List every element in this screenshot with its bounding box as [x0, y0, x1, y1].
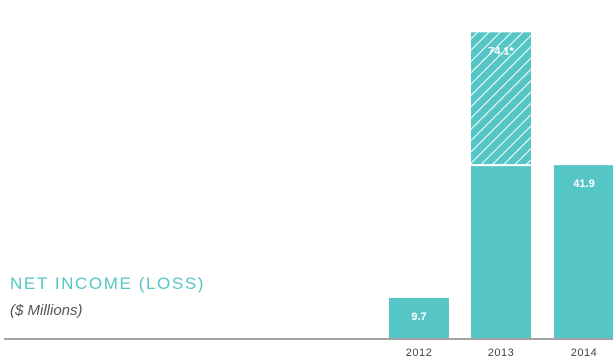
x-tick-2012: 2012: [406, 347, 432, 359]
bar-2014: [554, 165, 613, 338]
data-label-2013: 74.1*: [488, 45, 514, 57]
data-label-2014: 41.9: [573, 178, 594, 190]
bar-2012: [389, 297, 449, 338]
x-tick-2013: 2013: [488, 347, 514, 359]
chart-subtitle: ($ Millions): [10, 302, 83, 319]
bar-2013-hatched: [471, 32, 531, 166]
chart-title: NET INCOME (LOSS): [10, 274, 206, 293]
data-label-2012: 9.7: [411, 311, 426, 323]
bar-2013: [471, 165, 531, 338]
x-tick-2014: 2014: [571, 347, 597, 359]
